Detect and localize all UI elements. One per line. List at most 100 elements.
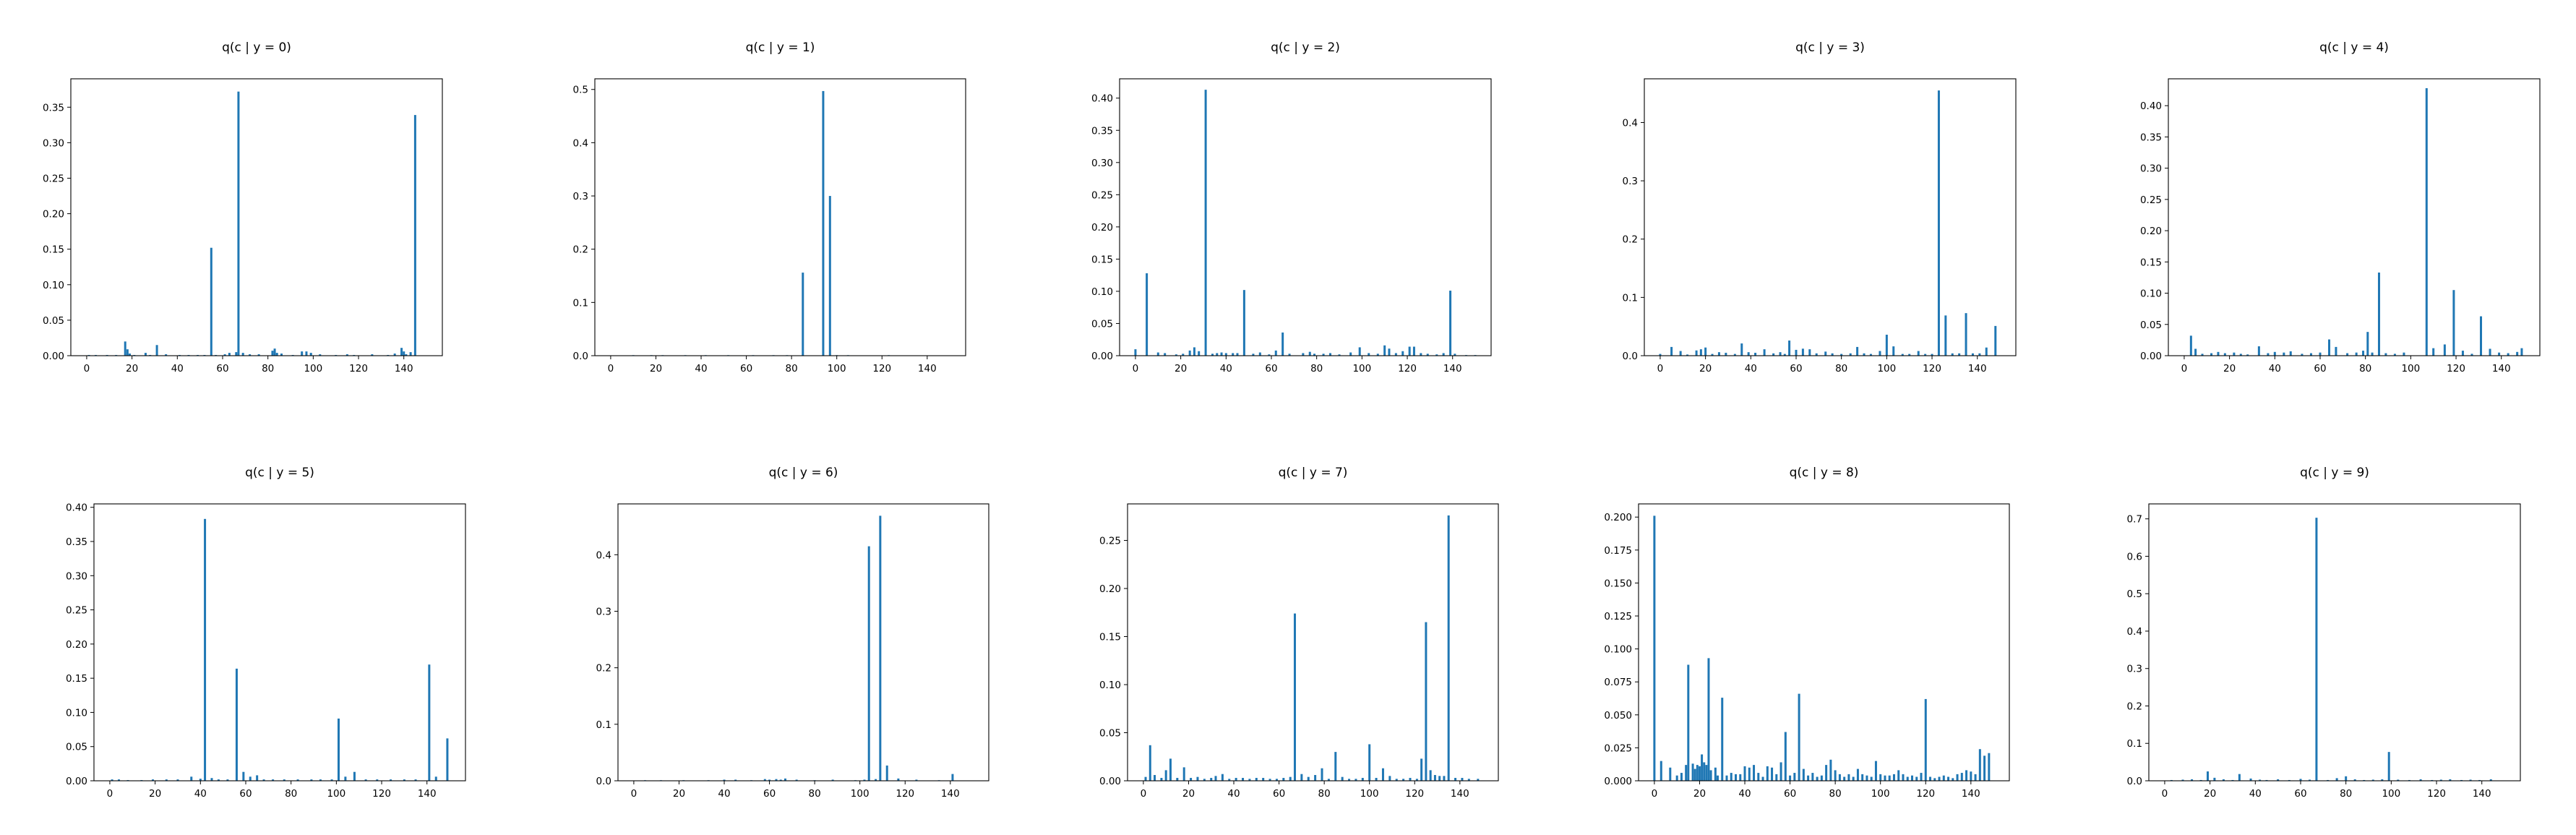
bar [1783,354,1786,356]
x-tick-label: 100 [1352,363,1371,374]
bar [1401,351,1404,356]
x-tick-label: 60 [1790,363,1802,374]
bar [1938,776,1941,781]
x-tick-label: 120 [1405,788,1424,800]
bar [1358,347,1361,356]
bar [1892,346,1895,356]
bar [176,779,179,781]
bar [1902,774,1905,781]
bar [1838,774,1841,781]
bar [2259,779,2262,781]
bar-series [1653,515,1991,781]
x-tick-label: 20 [2223,363,2236,374]
bar [1757,773,1760,781]
bar [1906,776,1909,781]
y-tick-label: 0.100 [1604,644,1632,656]
bar [2191,779,2194,781]
chart-title: q(c | y = 4) [2319,40,2389,55]
bar [371,354,374,356]
bar [1971,353,1974,356]
bar [1216,353,1219,356]
bar [1892,774,1895,781]
bar [2384,353,2387,356]
x-tick-label: 100 [1360,788,1379,800]
bar [2397,779,2400,781]
bar [296,779,299,781]
chart-title: q(c | y = 3) [1795,40,1865,55]
chart-title: q(c | y = 6) [769,466,838,480]
x-tick-label: 20 [673,788,685,800]
bar [2439,779,2442,781]
bar [2346,353,2349,356]
bar [2301,354,2304,356]
bar [2328,339,2331,356]
bar [257,354,260,356]
y-tick-label: 0.1 [1623,292,1638,304]
bar [155,345,158,356]
chart-title: q(c | y = 1) [746,40,815,55]
bar [1321,768,1323,781]
bar [235,668,238,781]
x-tick-label: 80 [809,788,821,800]
x-tick-label: 60 [2314,363,2326,374]
bar [262,779,265,781]
bar [305,351,308,356]
bar [822,90,825,356]
bar [1849,353,1852,356]
bar [124,341,126,356]
bar [1901,354,1904,356]
bar [1198,351,1201,356]
bar [2273,351,2276,356]
bar [1349,352,1352,356]
y-tick-label: 0.25 [2140,194,2162,206]
y-tick-label: 0.00 [2140,351,2162,362]
bar-series [2189,87,2523,356]
bar [1228,779,1231,781]
bar [2345,776,2348,781]
x-tick-label: 80 [285,788,297,800]
bar [273,348,276,356]
x-tick-label: 40 [171,363,184,374]
bar [2335,346,2337,356]
bar [1255,778,1258,781]
bar [2366,332,2369,356]
bar [2507,353,2510,356]
bar [1874,761,1877,781]
bar [802,273,804,356]
x-tick-label: 140 [1968,363,1987,374]
x-tick-label: 60 [216,363,228,374]
axes-frame [2168,78,2541,356]
bar [228,353,231,356]
bar [1788,341,1791,356]
bar [319,354,322,356]
x-tick-label: 120 [2427,788,2446,800]
bar [1988,753,1991,781]
bar [1704,347,1707,356]
bar [1274,350,1277,356]
bar [2419,779,2422,781]
x-tick-label: 60 [1784,788,1796,800]
y-tick-label: 0.15 [1091,254,1113,265]
y-tick-label: 0.175 [1604,545,1632,557]
bar [1224,353,1227,356]
bar [1211,354,1214,356]
x-tick-label: 100 [2382,788,2400,800]
bar [1144,776,1147,781]
bar [1160,778,1163,781]
bar [1834,770,1837,781]
bar [1779,352,1782,356]
y-tick-label: 0.15 [43,244,64,256]
bar [2516,351,2519,356]
bar [2210,353,2213,356]
bar [1771,767,1774,781]
bar [1730,773,1733,781]
bar [1960,773,1963,781]
y-tick-label: 0.3 [573,191,588,202]
bar [1268,779,1271,781]
x-tick-label: 140 [2473,788,2491,800]
bar [1248,779,1251,781]
bar [210,247,212,356]
bar [1282,778,1285,781]
chart-panel-9: q(c | y = 9) 0 20 40 60 80 100 120 140 0.0 0.1 0.2 0… [2127,466,2521,800]
bar [1816,776,1819,781]
